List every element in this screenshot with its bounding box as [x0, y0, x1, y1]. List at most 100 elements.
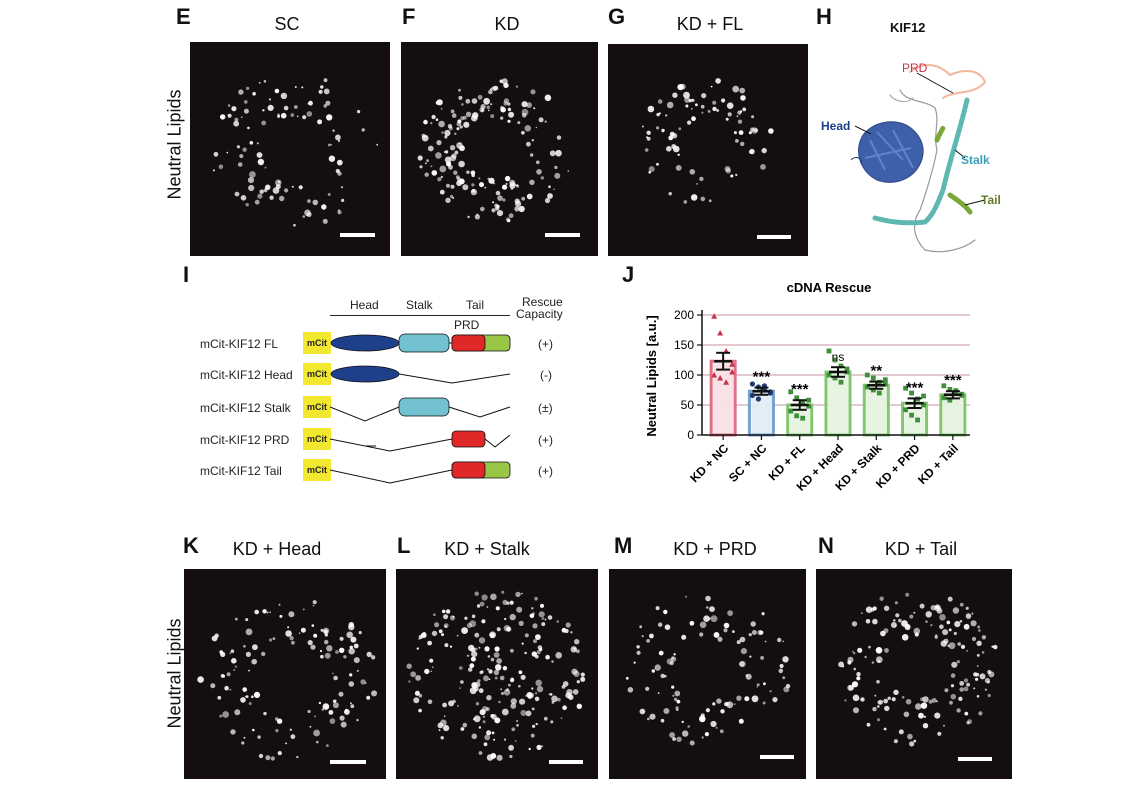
data-point — [749, 392, 756, 398]
label-prd: PRD — [902, 61, 928, 75]
data-point — [947, 387, 953, 392]
scale-bar-g — [757, 235, 791, 239]
data-point — [711, 372, 718, 378]
micrograph-g — [608, 44, 808, 256]
rescue-head: (-) — [540, 368, 552, 382]
panel-letter-i: I — [183, 262, 190, 287]
mcit-tag: mCit — [303, 459, 331, 481]
label-tail: Tail — [981, 193, 1001, 207]
panel-letter-f: F — [402, 4, 416, 29]
significance-label: *** — [753, 369, 771, 386]
data-point — [921, 402, 926, 408]
diagram-header-head: Head — [350, 298, 379, 312]
data-point — [729, 369, 736, 375]
diagram-header-tail: Tail — [466, 298, 485, 312]
mcit-tag: mCit — [303, 363, 331, 385]
micrograph-n — [816, 569, 1012, 779]
significance-label: ** — [870, 363, 882, 380]
data-point — [921, 393, 926, 399]
scale-bar-m — [760, 755, 794, 759]
data-point — [882, 377, 888, 383]
construct-label-tail: mCit-KIF12 Tail — [200, 464, 282, 478]
panel-f-title: KD — [494, 14, 520, 34]
micrograph-f — [401, 42, 598, 256]
scale-bar-k — [330, 760, 366, 764]
data-point — [832, 375, 838, 381]
panel-letter-m: M — [614, 533, 633, 558]
micrograph-e — [190, 42, 390, 256]
diagram-header-rule — [330, 315, 510, 316]
rescue-stalk: (±) — [538, 401, 553, 415]
construct-label-head: mCit-KIF12 Head — [200, 368, 293, 382]
domain-stalk — [398, 397, 450, 417]
panel-letter-e: E — [176, 4, 191, 29]
data-point — [717, 330, 724, 336]
panel-letter-k: K — [183, 533, 199, 558]
micrograph-l — [396, 569, 598, 779]
data-point — [870, 375, 876, 381]
panel-letter-g: G — [608, 4, 626, 29]
panel-letter-j: J — [622, 262, 635, 287]
data-point — [788, 408, 794, 414]
y-tick-label: 150 — [674, 338, 694, 352]
label-stalk: Stalk — [961, 153, 990, 167]
data-point — [909, 390, 914, 396]
domain-prd — [451, 334, 486, 352]
domain-prd — [451, 430, 486, 448]
domain-head — [330, 334, 400, 352]
panel-e-title: SC — [274, 14, 300, 34]
data-point — [903, 407, 908, 413]
data-point — [870, 387, 876, 393]
panel-letter-n: N — [818, 533, 834, 558]
diagram-header-capacity: Capacity — [516, 307, 563, 321]
construct-label-stalk: mCit-KIF12 Stalk — [200, 401, 291, 415]
panel-h-title: KIF12 — [890, 20, 926, 35]
data-point — [711, 313, 718, 319]
panel-letter-l: L — [397, 533, 411, 558]
scale-bar-n — [958, 757, 992, 761]
micrograph-k — [184, 569, 386, 779]
data-point — [838, 363, 844, 369]
micrograph-m — [609, 569, 806, 779]
mcit-tag: mCit — [303, 396, 331, 418]
data-point — [947, 397, 953, 403]
mcit-tag: mCit — [303, 428, 331, 450]
data-point — [826, 372, 832, 378]
domain-head — [330, 365, 400, 383]
data-point — [826, 348, 832, 354]
y-tick-label: 50 — [681, 398, 695, 412]
data-point — [838, 379, 844, 385]
data-point — [941, 395, 947, 401]
rescue-prd: (+) — [538, 433, 553, 447]
data-point — [717, 375, 724, 381]
significance-label: *** — [791, 381, 809, 398]
bar-fill-3 — [828, 374, 848, 435]
data-point — [941, 383, 947, 389]
diagram-header-stalk: Stalk — [406, 298, 433, 312]
kif12-structure: PRD Head Stalk Tail — [821, 61, 1001, 253]
data-point — [909, 412, 914, 418]
construct-label-fl: mCit-KIF12 FL — [200, 337, 279, 351]
rescue-tail: (+) — [538, 464, 553, 478]
scale-bar-e — [340, 233, 375, 237]
data-point — [800, 415, 806, 421]
diagram-header-prd: PRD — [454, 318, 480, 332]
domain-prd — [451, 461, 486, 479]
neutral-lipids-label-top: Neutral Lipids — [164, 89, 185, 200]
panel-m-title: KD + PRD — [673, 539, 757, 559]
bar-fill-6 — [942, 396, 963, 435]
neutral-lipids-label-bottom: Neutral Lipids — [164, 618, 185, 729]
data-point — [864, 372, 870, 378]
cdna-rescue-chart: cDNA Rescue Neutral Lipids [a.u.] 0 50 100… — [644, 280, 970, 494]
data-point — [800, 399, 806, 405]
label-head: Head — [821, 119, 850, 133]
data-point — [832, 357, 838, 363]
bar-fill-1 — [751, 393, 772, 435]
data-point — [788, 389, 794, 395]
panel-l-title: KD + Stalk — [444, 539, 530, 559]
bar-1 — [747, 389, 775, 437]
significance-label: ns — [832, 350, 845, 364]
data-point — [876, 390, 882, 396]
data-point — [903, 385, 908, 391]
y-tick-label: 0 — [687, 428, 694, 442]
